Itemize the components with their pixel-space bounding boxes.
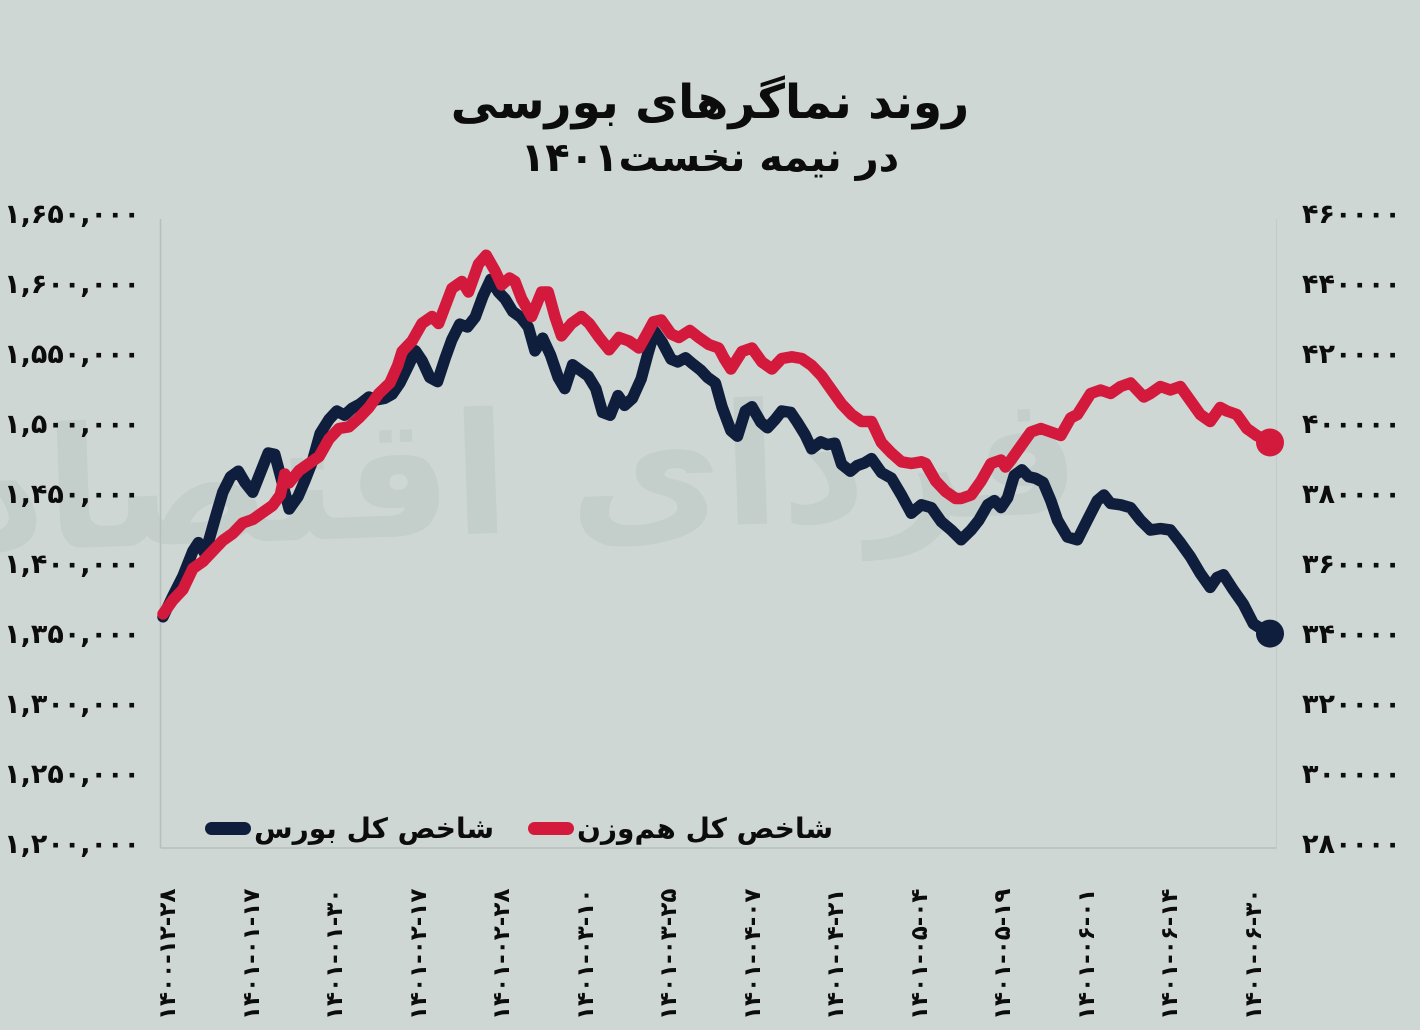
series-endpoint-bourse bbox=[1256, 619, 1284, 648]
left-axis-label: ۱,۵۰۰,۰۰۰ bbox=[4, 409, 140, 440]
right-axis-label: ۲۸۰۰۰۰ bbox=[1302, 829, 1401, 860]
right-axis-label: ۳۰۰۰۰۰ bbox=[1302, 759, 1401, 790]
x-axis-label: ۱۴۰۱-۰۶-۱۴ bbox=[1157, 888, 1183, 1020]
legend-item: شاخص کل هم‌وزن bbox=[528, 812, 833, 845]
left-axis-label: ۱,۶۵۰,۰۰۰ bbox=[4, 199, 140, 230]
chart-subtitle: در نیمه نخست۱۴۰۱ bbox=[520, 135, 900, 182]
x-axis-label: ۱۴۰۱-۰۲-۲۸ bbox=[489, 888, 515, 1020]
left-axis-label: ۱,۴۰۰,۰۰۰ bbox=[4, 549, 140, 580]
x-axis-label: ۱۴۰۱-۰۴-۲۱ bbox=[823, 888, 849, 1020]
series-line-hamvazn bbox=[157, 249, 1276, 620]
legend-item: شاخص کل بورس bbox=[205, 812, 494, 845]
legend-swatch-hamvazn bbox=[528, 821, 575, 835]
x-axis-label: ۱۴۰۱-۰۵-۱۹ bbox=[990, 888, 1016, 1020]
right-axis-label: ۴۲۰۰۰۰ bbox=[1302, 339, 1401, 370]
x-axis-label: ۱۴۰۱-۰۳-۱۰ bbox=[572, 888, 599, 1020]
chart-title-block: روند نماگرهای بورسی در نیمه نخست۱۴۰۱ bbox=[0, 75, 1420, 182]
series-line-bourse bbox=[157, 273, 1276, 640]
x-axis-label: ۱۴۰۱-۰۱-۱۷ bbox=[238, 888, 265, 1020]
left-axis-label: ۱,۳۵۰,۰۰۰ bbox=[4, 619, 140, 650]
legend-label: شاخص کل بورس bbox=[254, 811, 495, 845]
series-endpoint-hamvazn bbox=[1256, 428, 1284, 457]
right-axis-label: ۳۶۰۰۰۰ bbox=[1302, 549, 1401, 580]
x-axis-label: ۱۴۰۱-۰۳-۲۵ bbox=[656, 888, 682, 1020]
right-axis-label: ۴۶۰۰۰۰ bbox=[1302, 199, 1401, 230]
x-axis-label: ۱۴۰۱-۰۶-۳۰ bbox=[1240, 888, 1267, 1020]
legend: شاخص کل بورس شاخص کل هم‌وزن bbox=[205, 810, 833, 846]
right-axis-label: ۳۴۰۰۰۰ bbox=[1302, 619, 1401, 650]
left-axis-label: ۱,۶۰۰,۰۰۰ bbox=[4, 269, 140, 300]
left-axis-label: ۱,۳۰۰,۰۰۰ bbox=[4, 689, 140, 720]
x-axis-label: ۱۴۰۱-۰۶-۰۱ bbox=[1073, 888, 1100, 1020]
left-axis-label: ۱,۲۰۰,۰۰۰ bbox=[4, 829, 140, 860]
x-axis-label: ۱۴۰۱-۰۴-۰۷ bbox=[739, 888, 766, 1020]
x-axis-label: ۱۴۰۱-۰۱-۳۰ bbox=[322, 888, 348, 1020]
legend-label: شاخص کل هم‌وزن bbox=[577, 811, 834, 845]
right-axis-label: ۳۸۰۰۰۰ bbox=[1302, 479, 1401, 510]
legend-swatch-bourse bbox=[205, 821, 251, 835]
left-axis-label: ۱,۲۵۰,۰۰۰ bbox=[4, 759, 140, 790]
left-axis-label: ۱,۵۵۰,۰۰۰ bbox=[4, 339, 140, 370]
left-axis-label: ۱,۴۵۰,۰۰۰ bbox=[4, 479, 140, 510]
chart-title: روند نماگرهای بورسی bbox=[450, 75, 970, 130]
right-axis-label: ۳۲۰۰۰۰ bbox=[1302, 689, 1401, 720]
x-axis-label: ۱۴۰۱-۰۵-۰۴ bbox=[906, 888, 933, 1020]
right-axis-label: ۴۴۰۰۰۰ bbox=[1302, 269, 1401, 300]
x-axis-label: ۱۴۰۱-۰۲-۱۷ bbox=[405, 888, 432, 1020]
right-axis-label: ۴۰۰۰۰۰ bbox=[1302, 409, 1401, 440]
x-axis-label: ۱۴۰۰-۱۲-۲۸ bbox=[155, 888, 181, 1020]
